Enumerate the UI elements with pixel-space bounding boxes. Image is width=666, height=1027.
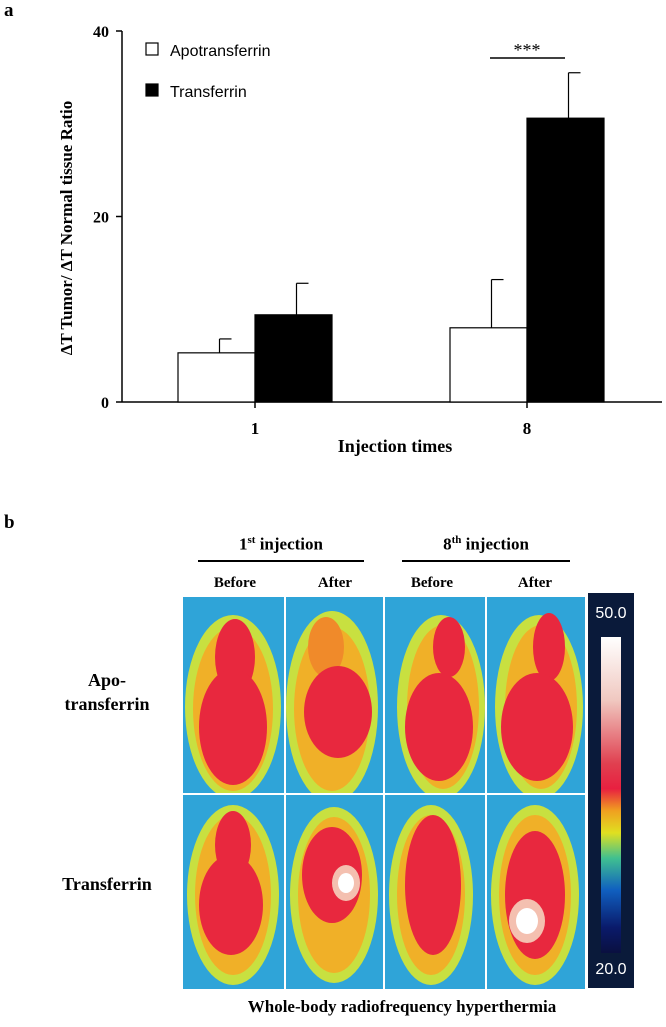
bar-transferrin-8 (526, 117, 605, 403)
column-label-before-1: Before (213, 575, 257, 591)
legend-swatch-transferrin (145, 83, 159, 97)
figure-caption: Whole-body radiofrequency hyperthermia (247, 997, 557, 1016)
scale-gradient (601, 637, 621, 953)
legend-label-transferrin: Transferrin (170, 84, 247, 101)
thermal-image-tf-1st-after (285, 794, 384, 990)
scale-min-label: 20.0 (595, 961, 627, 978)
bar-apotransferrin-8 (449, 327, 528, 403)
significance-stars: *** (514, 40, 541, 60)
x-axis-title: Injection times (338, 436, 452, 456)
thermal-image-tf-8th-before (384, 794, 486, 990)
chart-bars (177, 72, 605, 403)
legend-swatch-apotransferrin (145, 42, 159, 56)
y-tick-label: 40 (93, 24, 109, 41)
group-underline-1st (198, 560, 364, 562)
panel-b-label: b (4, 512, 15, 533)
thermal-image-apo-1st-before (182, 596, 285, 794)
panel-a-label: a (4, 0, 14, 21)
group-header-8th: 8th injection (443, 534, 529, 554)
scale-max-label: 50.0 (595, 605, 627, 622)
y-tick-label: 20 (93, 210, 109, 227)
thermal-image-apo-8th-before (384, 596, 486, 794)
column-label-after-8: After (517, 575, 553, 591)
group-header-1st: 1st injection (239, 534, 323, 554)
chart-labels: 0 20 40 1 8 *** Apotransferrin Transferrin Injec… (57, 24, 565, 456)
bar-chart: 0 20 40 1 8 *** Apotransferrin Transferrin Injec… (57, 24, 662, 456)
row-label-transferrin: Transferrin (62, 874, 152, 894)
x-tick-label: 1 (251, 419, 260, 438)
group-underline-8th (402, 560, 570, 562)
thermal-image-tf-1st-before (182, 794, 285, 990)
row-label-apotransferrin: Apo- transferrin (64, 670, 150, 714)
column-label-before-8: Before (410, 575, 454, 591)
column-label-after-1: After (317, 575, 353, 591)
temperature-color-scale: 50.0 20.0 (588, 593, 634, 988)
bar-transferrin-1 (254, 314, 333, 403)
y-tick-label: 0 (101, 395, 109, 412)
thermal-image-apo-1st-after (285, 596, 384, 794)
y-axis-title: ΔT Tumor/ ΔT Normal tissue Ratio (57, 101, 76, 355)
legend-label-apotransferrin: Apotransferrin (170, 43, 271, 60)
thermal-image-apo-8th-after (486, 596, 586, 794)
thermal-image-tf-8th-after (486, 794, 586, 990)
bar-apotransferrin-1 (177, 352, 256, 403)
x-tick-label: 8 (523, 419, 532, 438)
